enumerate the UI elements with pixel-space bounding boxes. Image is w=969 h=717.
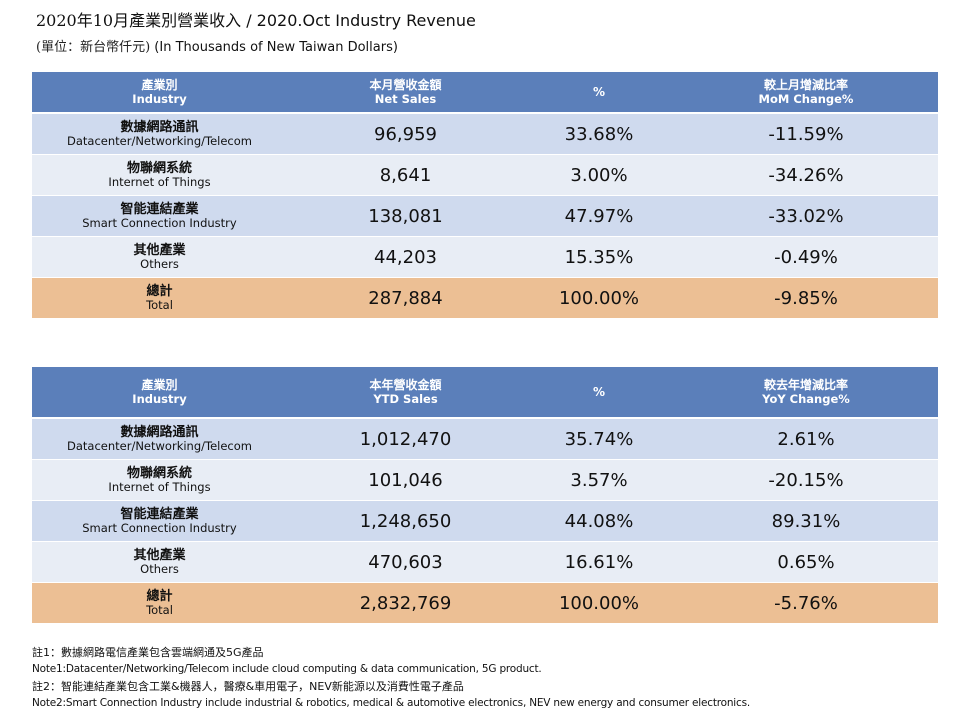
change-cell: -20.15% — [674, 459, 938, 501]
change-cell: -33.02% — [674, 195, 938, 237]
percent-cell: 100.00% — [524, 582, 674, 624]
industry-cell: 智能連結產業 Smart Connection Industry — [32, 195, 287, 237]
industry-cell: 其他產業 Others — [32, 236, 287, 278]
change-cell: 89.31% — [674, 500, 938, 542]
table-row: 其他產業 Others 470,603 16.61% 0.65% — [32, 541, 938, 583]
sales-cell: 96,959 — [287, 113, 524, 155]
percent-cell: 16.61% — [524, 541, 674, 583]
sales-cell: 8,641 — [287, 154, 524, 196]
table-row: 智能連結產業 Smart Connection Industry 1,248,65… — [32, 500, 938, 542]
ytd-revenue-table: 產業別 Industry 本年營收金額 YTD Sales % 較去年增減比率 YoY… — [32, 367, 938, 624]
percent-cell: 3.57% — [524, 459, 674, 501]
header-industry: 產業別 Industry — [32, 367, 287, 419]
unit-note: (單位：新台幣仟元) (In Thousands of New Taiwan D… — [36, 36, 398, 55]
header-mom-change: 較上月增減比率 MoM Change% — [674, 72, 938, 114]
table-row: 其他產業 Others 44,203 15.35% -0.49% — [32, 236, 938, 278]
note1-en: Note1:Datacenter/Networking/Telecom incl… — [32, 663, 542, 675]
table-row: 智能連結產業 Smart Connection Industry 138,081 … — [32, 195, 938, 237]
header-percent: % — [524, 72, 674, 114]
table-row: 物聯網系統 Internet of Things 8,641 3.00% -34.… — [32, 154, 938, 196]
industry-cell: 總計 Total — [32, 582, 287, 624]
percent-cell: 35.74% — [524, 418, 674, 460]
total-row: 總計 Total 2,832,769 100.00% -5.76% — [32, 582, 938, 624]
total-row: 總計 Total 287,884 100.00% -9.85% — [32, 277, 938, 319]
percent-cell: 33.68% — [524, 113, 674, 155]
percent-cell: 15.35% — [524, 236, 674, 278]
footnotes: 註1：數據網路電信產業包含雲端網通及5G產品 Note1:Datacenter/… — [32, 644, 750, 712]
sales-cell: 138,081 — [287, 195, 524, 237]
percent-cell: 44.08% — [524, 500, 674, 542]
change-cell: -0.49% — [674, 236, 938, 278]
table-header-row: 產業別 Industry 本月營收金額 Net Sales % 較上月增減比率 MoM… — [32, 72, 938, 114]
industry-cell: 數據網路通訊 Datacenter/Networking/Telecom — [32, 113, 287, 155]
change-cell: -5.76% — [674, 582, 938, 624]
change-cell: -34.26% — [674, 154, 938, 196]
sales-cell: 2,832,769 — [287, 582, 524, 624]
percent-cell: 3.00% — [524, 154, 674, 196]
note1-zh: 註1：數據網路電信產業包含雲端網通及5G產品 — [32, 646, 264, 659]
header-ytd-sales: 本年營收金額 YTD Sales — [287, 367, 524, 419]
note2-zh: 註2：智能連結產業包含工業&機器人，醫療&車用電子，NEV新能源以及消費性電子產… — [32, 680, 464, 693]
monthly-revenue-table: 產業別 Industry 本月營收金額 Net Sales % 較上月增減比率 MoM… — [32, 72, 938, 319]
industry-cell: 數據網路通訊 Datacenter/Networking/Telecom — [32, 418, 287, 460]
sales-cell: 1,248,650 — [287, 500, 524, 542]
industry-cell: 其他產業 Others — [32, 541, 287, 583]
report-title-en: / 2020.Oct Industry Revenue — [246, 11, 476, 30]
unit-note-en: (In Thousands of New Taiwan Dollars) — [154, 40, 398, 55]
header-percent: % — [524, 367, 674, 419]
percent-cell: 47.97% — [524, 195, 674, 237]
report-title-zh: 2020年10月產業別營業收入 — [36, 11, 242, 30]
sales-cell: 470,603 — [287, 541, 524, 583]
note2-en: Note2:Smart Connection Industry include … — [32, 697, 750, 709]
header-net-sales: 本月營收金額 Net Sales — [287, 72, 524, 114]
sales-cell: 101,046 — [287, 459, 524, 501]
table-row: 物聯網系統 Internet of Things 101,046 3.57% -2… — [32, 459, 938, 501]
table-header-row: 產業別 Industry 本年營收金額 YTD Sales % 較去年增減比率 YoY… — [32, 367, 938, 419]
industry-cell: 物聯網系統 Internet of Things — [32, 154, 287, 196]
header-yoy-change: 較去年增減比率 YoY Change% — [674, 367, 938, 419]
table-row: 數據網路通訊 Datacenter/Networking/Telecom 96,9… — [32, 113, 938, 155]
industry-cell: 物聯網系統 Internet of Things — [32, 459, 287, 501]
sales-cell: 287,884 — [287, 277, 524, 319]
change-cell: 0.65% — [674, 541, 938, 583]
report-title: 2020年10月產業別營業收入 / 2020.Oct Industry Reve… — [36, 7, 476, 31]
sales-cell: 44,203 — [287, 236, 524, 278]
unit-note-zh: (單位：新台幣仟元) — [36, 40, 151, 55]
industry-cell: 總計 Total — [32, 277, 287, 319]
industry-cell: 智能連結產業 Smart Connection Industry — [32, 500, 287, 542]
change-cell: -11.59% — [674, 113, 938, 155]
percent-cell: 100.00% — [524, 277, 674, 319]
table-row: 數據網路通訊 Datacenter/Networking/Telecom 1,01… — [32, 418, 938, 460]
header-industry: 產業別 Industry — [32, 72, 287, 114]
change-cell: -9.85% — [674, 277, 938, 319]
change-cell: 2.61% — [674, 418, 938, 460]
sales-cell: 1,012,470 — [287, 418, 524, 460]
